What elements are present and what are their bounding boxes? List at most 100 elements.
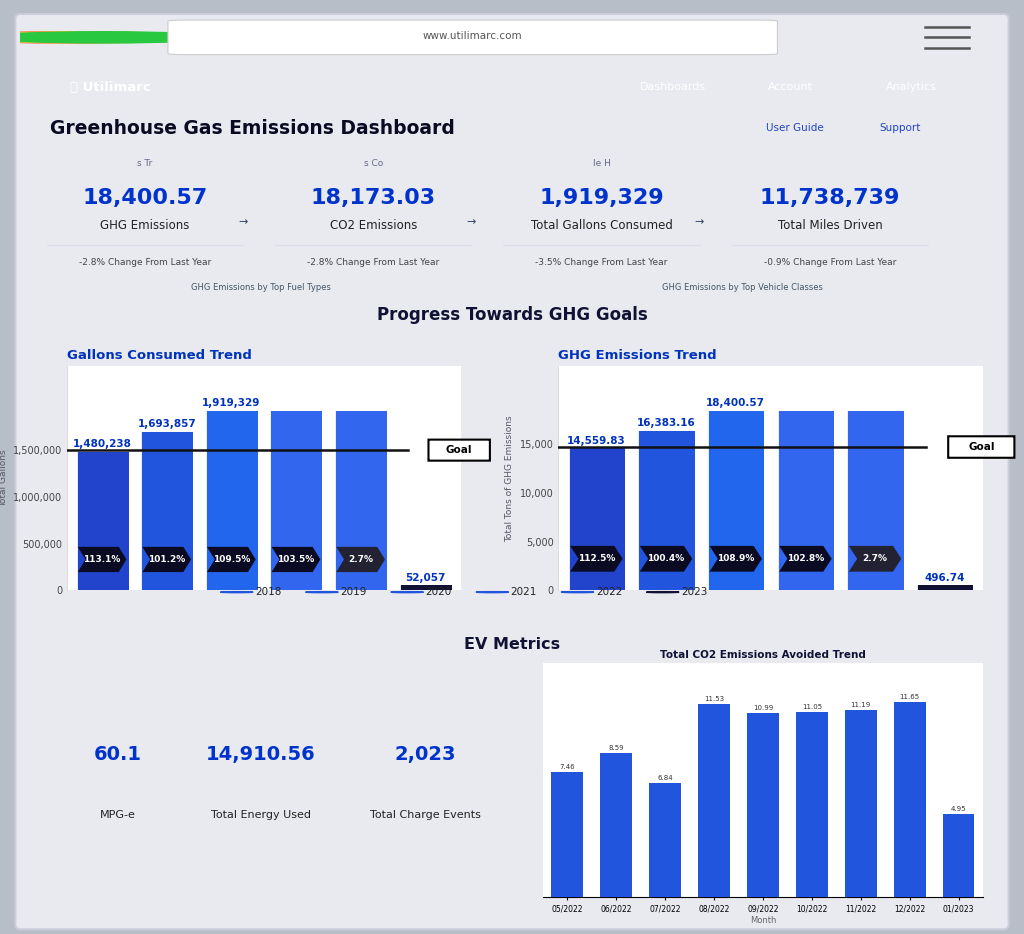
- Text: 2021: 2021: [511, 587, 537, 597]
- Text: s Tr: s Tr: [137, 160, 153, 168]
- Text: 8.59: 8.59: [608, 745, 624, 751]
- Title: Total CO2 Emissions Avoided Trend: Total CO2 Emissions Avoided Trend: [659, 649, 866, 659]
- Bar: [269, 411, 323, 590]
- Bar: [698, 704, 730, 897]
- Text: 11.19: 11.19: [851, 702, 870, 708]
- Bar: [600, 754, 632, 897]
- Text: le H: le H: [593, 160, 610, 168]
- Bar: [398, 586, 452, 590]
- Text: Total Miles Driven: Total Miles Driven: [777, 219, 883, 232]
- Text: 1,919,329: 1,919,329: [540, 189, 664, 208]
- FancyBboxPatch shape: [428, 440, 489, 460]
- Text: Progress Towards GHG Goals: Progress Towards GHG Goals: [377, 305, 647, 324]
- Circle shape: [391, 591, 424, 593]
- Circle shape: [0, 32, 200, 43]
- Text: →: →: [694, 217, 705, 227]
- Text: 101.2%: 101.2%: [148, 555, 185, 564]
- Text: 60.1: 60.1: [94, 745, 141, 764]
- Text: 2.7%: 2.7%: [348, 555, 373, 564]
- Bar: [796, 713, 827, 897]
- Circle shape: [0, 32, 221, 43]
- Text: Analytics: Analytics: [886, 82, 936, 92]
- Text: Total Charge Events: Total Charge Events: [370, 810, 480, 820]
- Text: 14,559.83: 14,559.83: [567, 435, 626, 446]
- Bar: [334, 411, 387, 590]
- Text: 2023: 2023: [681, 587, 708, 597]
- Text: Greenhouse Gas Emissions Dashboard: Greenhouse Gas Emissions Dashboard: [50, 119, 456, 138]
- Text: CO2 Emissions: CO2 Emissions: [330, 219, 417, 232]
- Bar: [746, 714, 779, 897]
- Text: Dashboards: Dashboards: [640, 82, 706, 92]
- Circle shape: [561, 591, 594, 593]
- Bar: [894, 702, 926, 897]
- Text: GHG Emissions by Top Vehicle Classes: GHG Emissions by Top Vehicle Classes: [662, 283, 823, 292]
- Text: 11.65: 11.65: [900, 694, 920, 700]
- Text: GHG Emissions Trend: GHG Emissions Trend: [558, 349, 717, 362]
- Text: 100.4%: 100.4%: [647, 554, 685, 563]
- Bar: [568, 448, 625, 590]
- Y-axis label: Total Tons of GHG Emissions: Total Tons of GHG Emissions: [506, 415, 514, 542]
- Text: 103.5%: 103.5%: [278, 555, 314, 564]
- Bar: [916, 586, 973, 590]
- Polygon shape: [710, 545, 762, 572]
- Bar: [649, 783, 681, 897]
- Text: 2020: 2020: [426, 587, 452, 597]
- Circle shape: [305, 591, 338, 593]
- Bar: [777, 411, 834, 590]
- Text: 11.05: 11.05: [802, 704, 822, 711]
- Text: 2018: 2018: [255, 587, 282, 597]
- Text: →: →: [466, 217, 476, 227]
- Text: GHG Emissions by Top Fuel Types: GHG Emissions by Top Fuel Types: [191, 283, 331, 292]
- Text: -2.8% Change From Last Year: -2.8% Change From Last Year: [307, 258, 439, 267]
- Polygon shape: [570, 545, 623, 572]
- Polygon shape: [779, 545, 831, 572]
- Bar: [708, 411, 764, 590]
- Polygon shape: [207, 546, 256, 572]
- Text: 1,919,329: 1,919,329: [202, 398, 260, 408]
- Text: Goal: Goal: [968, 442, 994, 452]
- Text: Goal: Goal: [445, 446, 472, 455]
- Text: 6.84: 6.84: [657, 774, 673, 781]
- Circle shape: [0, 32, 178, 43]
- Text: 1,480,238: 1,480,238: [73, 439, 131, 449]
- Text: Account: Account: [768, 82, 813, 92]
- Text: 102.8%: 102.8%: [786, 554, 824, 563]
- Text: 2022: 2022: [596, 587, 623, 597]
- Text: 496.74: 496.74: [925, 573, 965, 583]
- Bar: [847, 411, 903, 590]
- Bar: [845, 710, 877, 897]
- Polygon shape: [142, 546, 191, 572]
- Text: 18,400.57: 18,400.57: [82, 189, 208, 208]
- Text: 52,057: 52,057: [406, 573, 445, 583]
- Polygon shape: [849, 545, 901, 572]
- Text: EV Metrics: EV Metrics: [464, 637, 560, 652]
- FancyBboxPatch shape: [168, 20, 777, 54]
- Text: 14,910.56: 14,910.56: [206, 745, 316, 764]
- Text: Total Energy Used: Total Energy Used: [211, 810, 311, 820]
- Circle shape: [476, 591, 509, 593]
- Text: www.utilimarc.com: www.utilimarc.com: [423, 31, 522, 41]
- Polygon shape: [640, 545, 692, 572]
- Text: 16,383.16: 16,383.16: [637, 417, 695, 428]
- Text: 109.5%: 109.5%: [213, 555, 250, 564]
- Text: Support: Support: [880, 123, 921, 134]
- X-axis label: Month: Month: [750, 916, 776, 925]
- Text: 1,693,857: 1,693,857: [137, 419, 197, 430]
- Text: GHG Emissions: GHG Emissions: [100, 219, 189, 232]
- Bar: [638, 431, 694, 590]
- Text: 112.5%: 112.5%: [578, 554, 615, 563]
- Bar: [140, 432, 194, 590]
- Text: -0.9% Change From Last Year: -0.9% Change From Last Year: [764, 258, 896, 267]
- Bar: [551, 772, 583, 897]
- Text: Gallons Consumed Trend: Gallons Consumed Trend: [67, 349, 252, 362]
- Text: 2.7%: 2.7%: [862, 554, 888, 563]
- Text: 2019: 2019: [340, 587, 367, 597]
- Text: 11.53: 11.53: [703, 697, 724, 702]
- Polygon shape: [336, 546, 385, 572]
- Text: 2,023: 2,023: [394, 745, 456, 764]
- Text: 108.9%: 108.9%: [717, 554, 755, 563]
- Circle shape: [646, 591, 679, 593]
- Text: -3.5% Change From Last Year: -3.5% Change From Last Year: [536, 258, 668, 267]
- Text: 18,400.57: 18,400.57: [707, 398, 765, 408]
- Text: 18,173.03: 18,173.03: [310, 189, 436, 208]
